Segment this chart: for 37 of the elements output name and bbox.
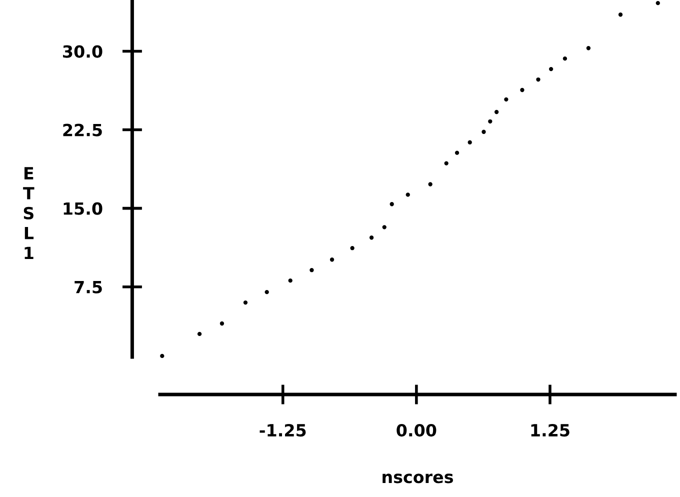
point (488, 119, 492, 124)
point (562, 56, 568, 61)
point (428, 182, 432, 186)
point (504, 97, 508, 102)
point (382, 225, 386, 230)
point (618, 12, 623, 17)
y-tick-label: 30.0 (63, 45, 102, 58)
point (288, 278, 292, 283)
x-tick-label: 1.25 (531, 424, 570, 437)
point (220, 321, 224, 326)
point (468, 140, 472, 144)
point (330, 258, 334, 262)
point (264, 290, 269, 294)
x-tick-label: 0.00 (396, 424, 436, 437)
point (243, 300, 248, 305)
point (548, 66, 554, 72)
x-tick-label: -1.25 (260, 424, 306, 437)
point (310, 268, 314, 272)
point (482, 130, 486, 134)
point (350, 246, 354, 250)
point (444, 161, 448, 166)
y-tick-label: 7.5 (74, 281, 102, 294)
point (197, 332, 202, 336)
point (406, 192, 410, 197)
y-tick-label: 22.5 (63, 124, 102, 136)
x-axis-title: nscores (382, 474, 453, 484)
point (369, 236, 374, 240)
point (536, 77, 540, 82)
y-axis-title: ETSL1 (23, 167, 34, 260)
point (160, 354, 164, 358)
point (656, 1, 660, 6)
point (494, 110, 499, 114)
y-tick-label: 15.0 (64, 202, 102, 215)
point (390, 202, 394, 206)
point (454, 150, 460, 155)
point (586, 46, 591, 50)
point (520, 88, 524, 92)
